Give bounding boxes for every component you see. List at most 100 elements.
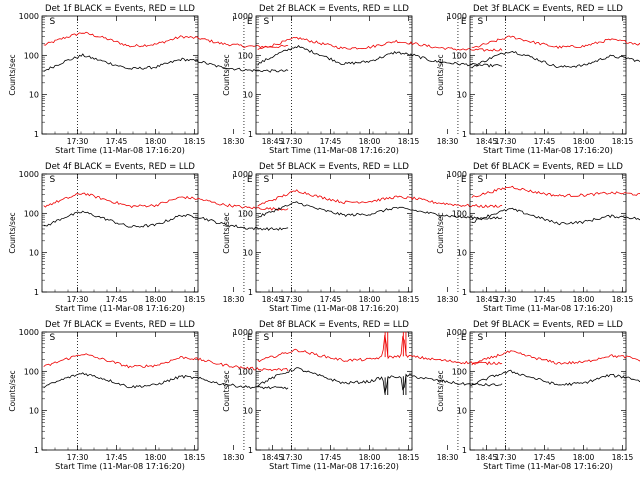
x-tick-label: 18:30 xyxy=(437,137,459,146)
x-tick-label: 18:15 xyxy=(398,137,420,146)
x-tick-label: 18:15 xyxy=(398,453,420,462)
events-series-line xyxy=(257,44,503,68)
x-tick-label: 18:00 xyxy=(145,295,167,304)
x-tick-label: 18:15 xyxy=(398,295,420,304)
panel-title: Det 9f BLACK = Events, RED = LLD xyxy=(473,320,623,330)
x-tick-label: 17:30 xyxy=(495,295,517,304)
x-tick-label: 18:00 xyxy=(145,137,167,146)
y-tick-label: 1000 xyxy=(233,12,253,21)
y-tick-label: 100 xyxy=(238,51,253,60)
panel-title: Det 4f BLACK = Events, RED = LLD xyxy=(45,162,195,172)
x-axis-label: Start Time (11-Mar-08 17:16:20) xyxy=(483,146,613,155)
x-tick-label: 18:45 xyxy=(476,453,498,462)
x-tick-label: 17:30 xyxy=(495,453,517,462)
y-tick-label: 1 xyxy=(248,446,253,455)
x-tick-label: 17:45 xyxy=(320,137,342,146)
y-tick-label: 100 xyxy=(24,367,39,376)
panel: Det 1f BLACK = Events, RED = LLD 1 10 100 10… xyxy=(8,4,289,155)
y-tick-label: 1 xyxy=(462,288,467,297)
y-axis-label: Counts/sec xyxy=(222,370,231,411)
x-tick-label: 17:45 xyxy=(534,453,556,462)
y-tick-label: 10 xyxy=(457,249,467,258)
y-tick-label: 1000 xyxy=(19,12,39,21)
x-tick-label: 18:00 xyxy=(359,295,381,304)
x-tick-label: 18:00 xyxy=(359,137,381,146)
x-tick-label: 18:45 xyxy=(262,453,284,462)
panel-title: Det 6f BLACK = Events, RED = LLD xyxy=(473,162,623,172)
y-axis-label: Counts/sec xyxy=(8,370,17,411)
end-marker-label: E xyxy=(247,17,253,27)
x-tick-label: 17:30 xyxy=(281,295,303,304)
y-tick-label: 10 xyxy=(29,407,39,416)
x-tick-label: 17:45 xyxy=(106,453,128,462)
x-tick-label: 18:00 xyxy=(573,295,595,304)
panel-title: Det 2f BLACK = Events, RED = LLD xyxy=(259,4,409,14)
events-series-line xyxy=(471,207,640,226)
x-tick-label: 17:30 xyxy=(281,453,303,462)
x-tick-label: 17:45 xyxy=(106,137,128,146)
y-tick-label: 1000 xyxy=(233,328,253,337)
events-series-line xyxy=(257,201,503,220)
start-marker-label: S xyxy=(264,175,270,185)
y-tick-label: 1000 xyxy=(233,170,253,179)
y-tick-label: 1 xyxy=(248,130,253,139)
x-tick-label: 18:45 xyxy=(262,295,284,304)
x-tick-label: 17:30 xyxy=(281,137,303,146)
x-tick-label: 18:30 xyxy=(223,295,245,304)
start-marker-label: S xyxy=(478,333,484,343)
x-tick-label: 18:45 xyxy=(262,137,284,146)
y-tick-label: 1 xyxy=(34,288,39,297)
y-tick-label: 10 xyxy=(243,249,253,258)
y-tick-label: 100 xyxy=(24,209,39,218)
y-tick-label: 1000 xyxy=(19,328,39,337)
y-tick-label: 1000 xyxy=(447,328,467,337)
y-tick-label: 10 xyxy=(457,407,467,416)
lld-series-line xyxy=(471,185,640,199)
x-axis-label: Start Time (11-Mar-08 17:16:20) xyxy=(483,304,613,313)
y-tick-label: 10 xyxy=(29,249,39,258)
y-tick-label: 1 xyxy=(462,446,467,455)
x-axis-label: Start Time (11-Mar-08 17:16:20) xyxy=(483,462,613,471)
y-tick-label: 1 xyxy=(34,446,39,455)
y-tick-label: 100 xyxy=(452,367,467,376)
x-tick-label: 18:45 xyxy=(476,137,498,146)
start-marker-label: S xyxy=(478,17,484,27)
y-tick-label: 1000 xyxy=(447,170,467,179)
x-tick-label: 18:00 xyxy=(145,453,167,462)
x-tick-label: 17:30 xyxy=(67,137,89,146)
x-tick-label: 18:00 xyxy=(573,453,595,462)
x-axis-label: Start Time (11-Mar-08 17:16:20) xyxy=(55,304,185,313)
x-tick-label: 18:15 xyxy=(184,295,206,304)
panel: Det 4f BLACK = Events, RED = LLD 1 10 100 10… xyxy=(8,162,289,313)
lld-series-line xyxy=(43,31,289,49)
start-marker-label: S xyxy=(50,17,56,27)
start-marker-label: S xyxy=(478,175,484,185)
lld-series-line xyxy=(257,189,503,208)
end-marker-label: E xyxy=(461,333,467,343)
lld-series-line xyxy=(257,36,503,52)
x-tick-label: 17:45 xyxy=(534,137,556,146)
y-tick-label: 1 xyxy=(462,130,467,139)
y-tick-label: 1 xyxy=(34,130,39,139)
y-tick-label: 100 xyxy=(452,209,467,218)
x-tick-label: 17:45 xyxy=(534,295,556,304)
y-axis-label: Counts/sec xyxy=(222,54,231,95)
x-tick-label: 18:00 xyxy=(359,453,381,462)
x-axis-label: Start Time (11-Mar-08 17:16:20) xyxy=(55,462,185,471)
panels: Det 1f BLACK = Events, RED = LLD 1 10 100 10… xyxy=(8,4,640,471)
panel: Det 7f BLACK = Events, RED = LLD 1 10 100 10… xyxy=(8,320,289,471)
x-axis-label: Start Time (11-Mar-08 17:16:20) xyxy=(55,146,185,155)
x-tick-label: 18:15 xyxy=(184,453,206,462)
y-tick-label: 1000 xyxy=(19,170,39,179)
panel: Det 6f BLACK = Events, RED = LLD 1 10 100 10… xyxy=(436,162,640,313)
y-tick-label: 100 xyxy=(452,51,467,60)
y-tick-label: 10 xyxy=(243,407,253,416)
start-marker-label: S xyxy=(264,333,270,343)
lld-series-line xyxy=(257,334,503,366)
end-marker-label: E xyxy=(247,175,253,185)
panel-title: Det 8f BLACK = Events, RED = LLD xyxy=(259,320,409,330)
y-tick-label: 10 xyxy=(243,91,253,100)
lld-series-line xyxy=(471,350,640,366)
